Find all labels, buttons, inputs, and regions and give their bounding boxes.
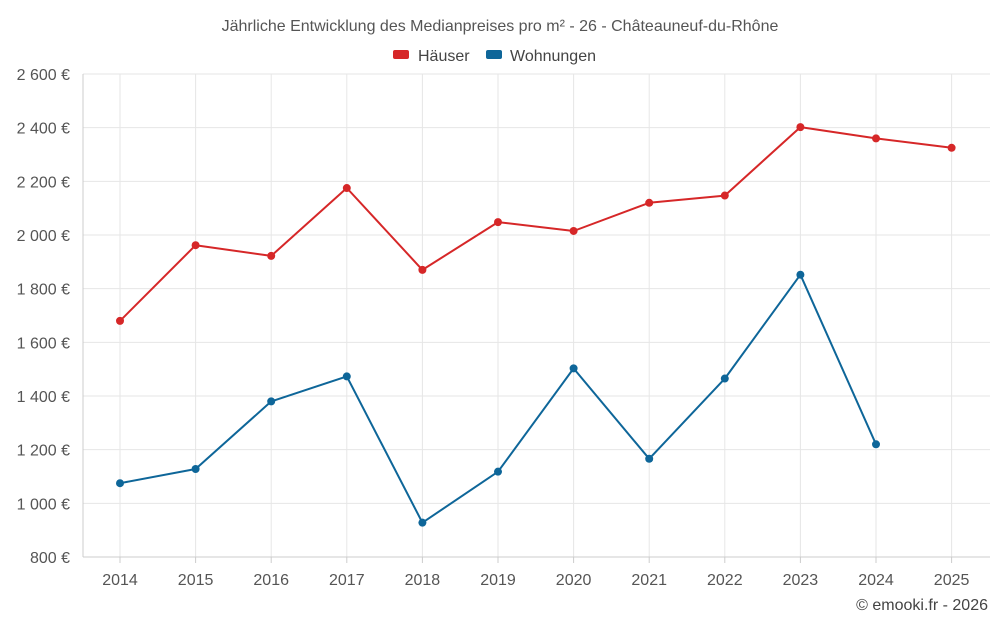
data-point-haeuser[interactable] [947, 143, 956, 152]
y-tick-label: 1 800 € [17, 282, 70, 299]
data-point-haeuser[interactable] [116, 316, 124, 325]
y-tick-label: 1 200 € [17, 443, 70, 460]
x-tick-label: 2023 [783, 572, 819, 589]
data-point-wohnungen[interactable] [796, 270, 805, 279]
data-point-wohnungen[interactable] [418, 518, 427, 527]
data-point-haeuser[interactable] [191, 241, 200, 250]
legend-item-wohnungen[interactable]: Wohnungen [486, 48, 596, 65]
legend-item-haeuser[interactable]: Häuser [393, 48, 470, 65]
data-point-wohnungen[interactable] [116, 479, 124, 488]
data-point-haeuser[interactable] [720, 191, 729, 200]
y-tick-label: 2 600 € [17, 67, 70, 84]
data-point-haeuser[interactable] [267, 251, 276, 260]
x-tick-label: 2016 [253, 572, 289, 589]
x-tick-label: 2019 [480, 572, 516, 589]
x-tick-label: 2021 [631, 572, 667, 589]
x-tick-label: 2020 [556, 572, 592, 589]
data-point-haeuser[interactable] [494, 218, 502, 227]
y-tick-label: 800 € [30, 550, 70, 567]
x-tick-label: 2025 [934, 572, 970, 589]
data-point-wohnungen[interactable] [569, 364, 578, 373]
legend-swatch-haeuser [393, 50, 409, 59]
credit-text: © emooki.fr - 2026 [856, 597, 988, 614]
legend-label-wohnungen: Wohnungen [510, 48, 596, 65]
data-point-haeuser[interactable] [342, 184, 351, 193]
x-tick-label: 2018 [405, 572, 441, 589]
data-point-haeuser[interactable] [645, 198, 654, 207]
y-tick-label: 1 000 € [17, 496, 70, 513]
data-point-wohnungen[interactable] [872, 440, 880, 449]
data-point-haeuser[interactable] [569, 226, 578, 235]
data-point-wohnungen[interactable] [645, 454, 654, 463]
legend-swatch-wohnungen [486, 50, 502, 59]
data-point-wohnungen[interactable] [342, 372, 351, 381]
y-tick-label: 1 400 € [17, 389, 70, 406]
x-tick-label: 2014 [102, 572, 138, 589]
y-tick-label: 2 400 € [17, 121, 70, 138]
x-tick-label: 2015 [178, 572, 214, 589]
legend: Häuser Wohnungen [393, 48, 596, 65]
data-point-haeuser[interactable] [796, 123, 805, 132]
data-point-haeuser[interactable] [872, 134, 880, 143]
legend-label-haeuser: Häuser [418, 48, 470, 65]
data-point-wohnungen[interactable] [191, 464, 200, 473]
chart-title: Jährliche Entwicklung des Medianpreises … [222, 18, 779, 35]
data-point-haeuser[interactable] [418, 265, 427, 274]
x-tick-label: 2024 [858, 572, 894, 589]
data-point-wohnungen[interactable] [494, 467, 502, 476]
x-tick-label: 2017 [329, 572, 365, 589]
data-point-wohnungen[interactable] [720, 374, 729, 383]
series-line-haeuser [119, 126, 952, 322]
y-tick-label: 2 000 € [17, 228, 70, 245]
y-tick-label: 2 200 € [17, 174, 70, 191]
data-point-wohnungen[interactable] [267, 397, 276, 406]
axes: 800 € 1 000 € 1 200 € 1 400 € 1 600 € 1 800 €… [17, 67, 990, 589]
y-tick-label: 1 600 € [17, 335, 70, 352]
grid [83, 73, 990, 558]
series [116, 123, 956, 527]
x-tick-label: 2022 [707, 572, 743, 589]
